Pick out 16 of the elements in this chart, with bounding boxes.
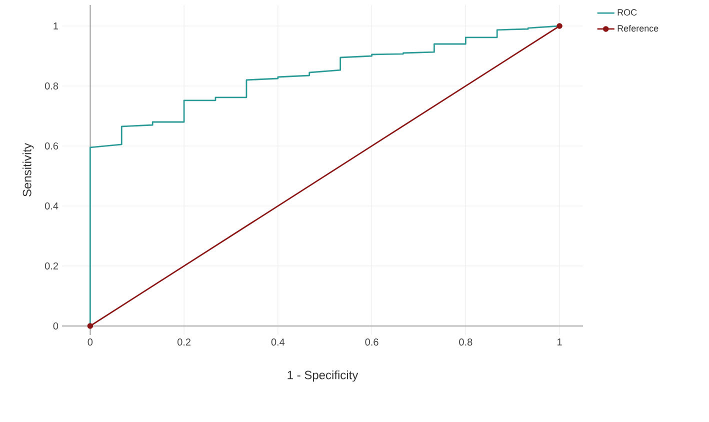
y-tick-label: 0.2 bbox=[44, 262, 58, 270]
y-tick-label: 1 bbox=[54, 22, 58, 30]
x-tick-label: 0.6 bbox=[365, 338, 378, 346]
legend-label: ROC bbox=[618, 9, 637, 16]
x-tick-label: 0.2 bbox=[177, 338, 190, 346]
y-tick-label: 0.4 bbox=[44, 202, 58, 210]
x-tick-label: 0 bbox=[88, 338, 93, 346]
x-axis-title: 1 - Specificity bbox=[288, 370, 358, 382]
y-tick-label: 0.6 bbox=[44, 142, 58, 150]
legend-label: Reference bbox=[618, 24, 658, 32]
x-tick-label: 0.4 bbox=[271, 338, 285, 346]
y-tick-label: 0.8 bbox=[44, 82, 58, 90]
y-tick-label: 0 bbox=[53, 322, 58, 330]
x-tick-label: 1 bbox=[558, 338, 562, 346]
x-tick-label: 0.8 bbox=[459, 338, 472, 346]
y-axis-title: Sensitivity bbox=[22, 143, 34, 196]
